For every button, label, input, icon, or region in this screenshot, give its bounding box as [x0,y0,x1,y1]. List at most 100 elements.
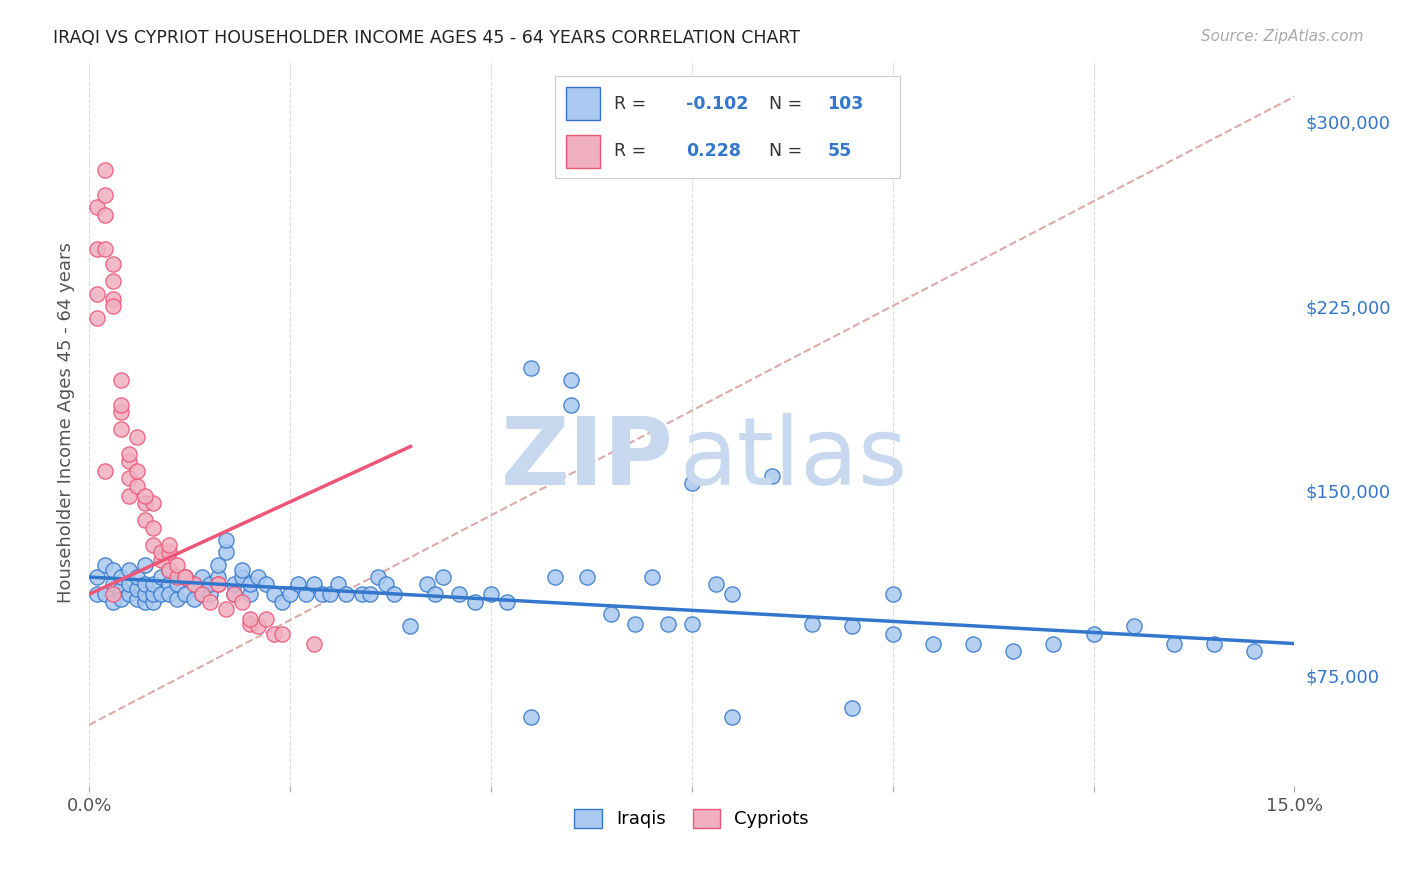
Point [222,587,245,601]
Point [110,422,132,436]
Point [761,469,783,483]
Point [127,582,149,597]
Point [166,577,188,591]
Text: N =: N = [769,95,803,112]
Point [142,577,165,591]
Point [86,570,108,584]
Text: N =: N = [769,142,803,160]
Point [86,201,108,215]
Text: IRAQI VS CYPRIOT HOUSEHOLDER INCOME AGES 45 - 64 YEARS CORRELATION CHART: IRAQI VS CYPRIOT HOUSEHOLDER INCOME AGES… [53,29,800,46]
Point [681,616,703,631]
Point [367,570,389,584]
Point [576,570,599,584]
Point [1163,636,1185,650]
Point [415,577,437,591]
Point [1083,626,1105,640]
Point [231,595,253,609]
Point [207,577,229,591]
Point [1002,644,1025,658]
Point [118,454,141,468]
Point [254,612,277,626]
Point [198,587,221,601]
Point [278,587,301,601]
Point [134,513,156,527]
Point [101,563,124,577]
Text: -0.102: -0.102 [686,95,748,112]
Point [375,577,398,591]
Point [246,619,269,633]
Point [657,616,679,631]
Point [150,587,173,601]
Point [150,570,173,584]
Point [190,587,212,601]
Point [239,577,262,591]
Point [110,582,132,597]
Legend: Iraqis, Cypriots: Iraqis, Cypriots [567,802,817,836]
Point [207,558,229,572]
Point [127,479,149,493]
Text: atlas: atlas [679,413,908,506]
Point [127,429,149,443]
Point [174,587,197,601]
Point [1122,619,1144,633]
Point [263,587,285,601]
Point [239,616,262,631]
Point [560,398,582,412]
Point [271,595,294,609]
Point [544,570,567,584]
Text: 103: 103 [828,95,863,112]
Point [174,570,197,584]
Point [118,577,141,591]
Point [134,595,156,609]
Bar [565,87,600,120]
Point [198,595,221,609]
Point [1202,636,1225,650]
Text: 0.228: 0.228 [686,142,741,160]
Point [94,558,117,572]
Point [183,592,205,607]
Point [110,398,132,412]
Point [110,405,132,419]
Point [101,577,124,591]
Point [215,533,238,547]
Point [134,587,156,601]
Point [166,558,188,572]
Point [254,577,277,591]
Point [352,587,374,601]
Point [882,587,904,601]
Point [447,587,470,601]
Point [174,570,197,584]
Point [222,577,245,591]
Point [166,570,188,584]
Text: R =: R = [614,142,647,160]
Point [134,496,156,510]
Point [86,243,108,257]
Point [118,471,141,485]
Point [302,577,325,591]
Point [94,208,117,222]
Point [118,489,141,503]
Point [681,476,703,491]
Point [127,464,149,478]
Point [464,595,486,609]
Point [127,592,149,607]
Point [215,602,238,616]
Point [215,545,238,559]
Text: 55: 55 [828,142,852,160]
Point [142,521,165,535]
Point [150,545,173,559]
Point [101,595,124,609]
Point [198,577,221,591]
Point [1243,644,1265,658]
Point [150,553,173,567]
Point [921,636,943,650]
Point [882,626,904,640]
Point [1042,636,1064,650]
Point [600,607,623,621]
Point [432,570,454,584]
Point [142,538,165,552]
Point [142,595,165,609]
Point [311,587,333,601]
Point [101,587,124,601]
Point [101,274,124,288]
